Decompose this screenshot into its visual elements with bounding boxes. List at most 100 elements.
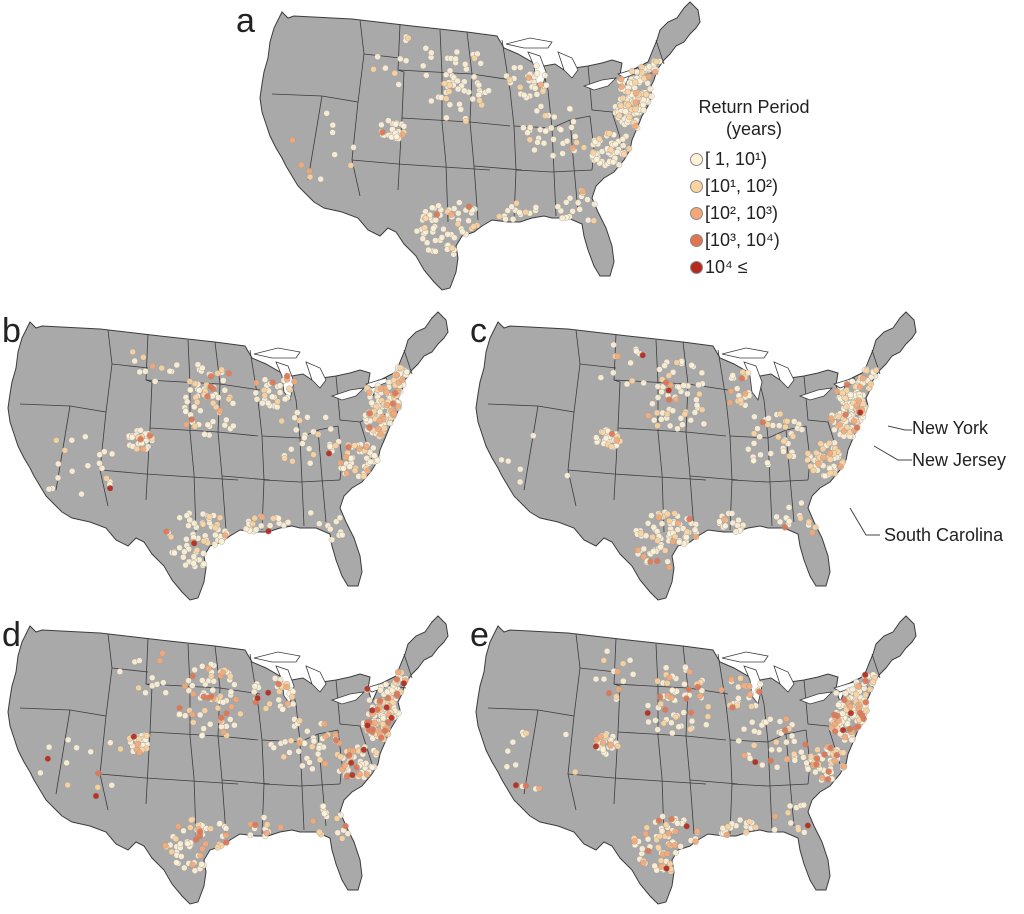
station-marker [307, 509, 314, 517]
station-marker [446, 67, 454, 75]
station-marker [286, 749, 293, 756]
station-marker [176, 704, 183, 712]
station-marker [622, 108, 629, 115]
station-marker [533, 70, 541, 77]
station-marker [149, 362, 156, 370]
station-marker [862, 691, 869, 699]
station-marker [752, 758, 759, 766]
station-marker [211, 541, 219, 548]
station-marker [756, 433, 763, 440]
station-marker [654, 394, 662, 401]
station-marker [820, 454, 827, 461]
state-boundary [613, 473, 707, 481]
station-marker [523, 729, 530, 737]
station-marker [196, 387, 203, 394]
station-marker [826, 449, 834, 457]
legend-swatch-3 [690, 207, 703, 220]
state-boundary [685, 735, 727, 741]
station-marker [336, 514, 344, 522]
station-marker [673, 359, 681, 366]
station-marker [654, 677, 661, 685]
station-marker [254, 694, 261, 702]
station-marker [827, 744, 834, 752]
station-marker [603, 648, 611, 655]
station-marker [626, 657, 634, 664]
station-marker [746, 755, 754, 762]
station-marker [554, 203, 562, 210]
station-marker [454, 85, 462, 93]
station-marker [849, 685, 856, 693]
state-boundary [473, 165, 523, 171]
station-marker [251, 683, 259, 690]
station-marker [279, 706, 286, 713]
station-marker [767, 450, 774, 457]
station-marker [759, 761, 766, 769]
station-marker [661, 547, 669, 554]
station-marker [612, 140, 619, 148]
station-marker [669, 729, 676, 737]
station-marker [211, 524, 219, 532]
station-marker [249, 520, 257, 528]
great-lake [330, 387, 366, 401]
station-marker [364, 722, 371, 729]
station-marker [183, 421, 190, 428]
station-marker [191, 666, 198, 674]
state-boundary [55, 709, 71, 795]
station-marker [536, 785, 543, 792]
station-marker [199, 845, 206, 853]
station-marker [214, 844, 221, 851]
station-marker [191, 403, 198, 411]
station-marker [664, 510, 671, 518]
station-marker [835, 701, 842, 709]
station-marker [665, 830, 673, 837]
station-marker [681, 410, 689, 418]
station-marker [327, 525, 334, 533]
station-marker [92, 792, 100, 800]
station-marker [220, 377, 227, 384]
station-marker [663, 410, 671, 418]
station-marker [847, 391, 854, 399]
station-marker [106, 485, 114, 492]
station-marker [140, 354, 147, 361]
state-boundary [363, 53, 401, 59]
station-marker [694, 683, 702, 691]
station-marker [819, 445, 827, 453]
station-marker [551, 113, 558, 121]
station-marker [185, 677, 192, 684]
station-marker [281, 395, 289, 403]
station-marker [605, 689, 613, 697]
station-marker [533, 62, 540, 69]
station-marker [671, 510, 678, 517]
station-marker [600, 657, 608, 664]
station-marker [663, 865, 670, 872]
station-marker [804, 450, 812, 457]
station-marker [393, 133, 400, 141]
legend-item-2: [10¹, 10²) [690, 173, 850, 200]
great-lake [305, 665, 327, 693]
station-marker [271, 675, 279, 682]
panel-letter-c: c [470, 312, 487, 350]
station-marker [809, 529, 816, 536]
station-marker [441, 80, 448, 87]
station-marker [340, 465, 347, 472]
station-marker [855, 397, 862, 404]
station-marker [818, 774, 826, 781]
station-marker [549, 152, 557, 159]
map-panel-b: b [0, 310, 460, 610]
station-marker [101, 448, 108, 455]
state-boundary [655, 643, 663, 779]
station-marker [423, 72, 430, 79]
station-marker [87, 748, 94, 756]
station-marker [657, 700, 665, 708]
station-marker [284, 519, 292, 526]
legend-item-1: [ 1, 10¹) [690, 146, 850, 173]
great-lake [505, 37, 553, 49]
station-marker [200, 537, 208, 545]
map-svg-c [475, 311, 917, 601]
station-marker [309, 765, 316, 773]
legend-label-3: [10², 10³) [705, 203, 779, 223]
station-marker [614, 148, 621, 156]
station-marker [218, 366, 225, 373]
station-marker [315, 744, 323, 752]
station-marker [729, 704, 736, 711]
